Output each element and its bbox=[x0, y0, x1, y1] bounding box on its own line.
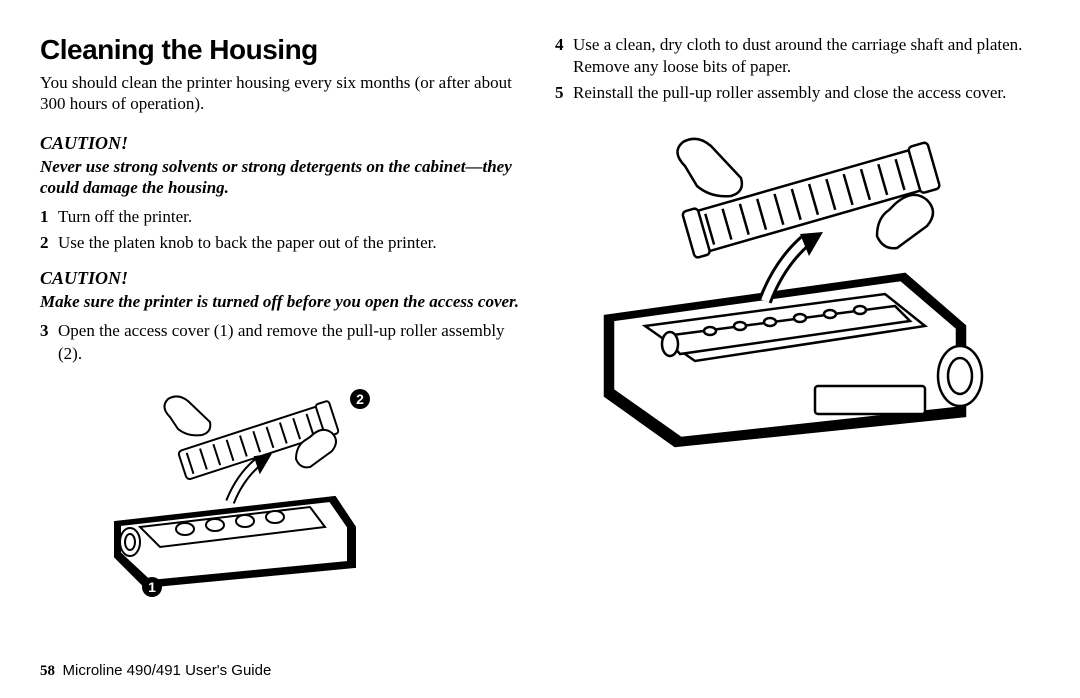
step-1: 1 Turn off the printer. bbox=[40, 206, 525, 228]
step-number: 3 bbox=[40, 320, 58, 364]
intro-paragraph: You should clean the printer housing eve… bbox=[40, 72, 525, 115]
step-text: Turn off the printer. bbox=[58, 206, 525, 228]
svg-text:2: 2 bbox=[356, 391, 364, 407]
figure-right bbox=[565, 126, 1040, 456]
step-4: 4 Use a clean, dry cloth to dust around … bbox=[555, 34, 1040, 78]
step-number: 2 bbox=[40, 232, 58, 254]
caution-label-1: CAUTION! bbox=[40, 133, 525, 154]
step-5: 5 Reinstall the pull-up roller assembly … bbox=[555, 82, 1040, 104]
section-heading: Cleaning the Housing bbox=[40, 34, 525, 66]
caution-label-2: CAUTION! bbox=[40, 268, 525, 289]
svg-text:1: 1 bbox=[148, 579, 156, 595]
caution-text-2: Make sure the printer is turned off befo… bbox=[40, 291, 525, 312]
caution-text-1: Never use strong solvents or strong dete… bbox=[40, 156, 525, 199]
figure-left: 2 1 bbox=[60, 377, 525, 597]
page-footer: 58 Microline 490/491 User's Guide bbox=[40, 662, 271, 680]
step-number: 1 bbox=[40, 206, 58, 228]
page-number: 58 bbox=[40, 663, 55, 679]
guide-title: Microline 490/491 User's Guide bbox=[63, 662, 272, 679]
step-text: Reinstall the pull-up roller assembly an… bbox=[573, 82, 1040, 104]
step-2: 2 Use the platen knob to back the paper … bbox=[40, 232, 525, 254]
step-text: Use a clean, dry cloth to dust around th… bbox=[573, 34, 1040, 78]
step-text: Open the access cover (1) and remove the… bbox=[58, 320, 525, 364]
step-number: 4 bbox=[555, 34, 573, 78]
step-3: 3 Open the access cover (1) and remove t… bbox=[40, 320, 525, 364]
step-number: 5 bbox=[555, 82, 573, 104]
step-text: Use the platen knob to back the paper ou… bbox=[58, 232, 525, 254]
